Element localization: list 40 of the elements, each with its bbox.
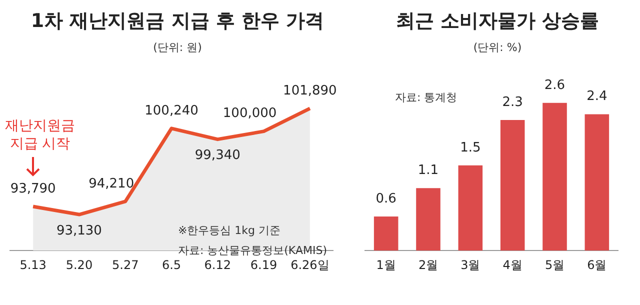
data-label: 1.5 xyxy=(460,140,481,156)
x-tick-label: 4월 xyxy=(502,258,522,272)
chart-subtitle: (단위: %) xyxy=(472,40,523,56)
chart-title: 최근 소비자물가 상승률 xyxy=(394,9,600,34)
data-label: 1.1 xyxy=(418,162,439,178)
annotation: 자료: 통계청 xyxy=(395,90,458,106)
annotation: 재난지원금 지급 시작 xyxy=(4,116,76,153)
bar xyxy=(500,120,525,251)
x-tick-label: 6.12 xyxy=(204,258,231,272)
x-tick-label: 5.20 xyxy=(66,258,93,272)
data-label: 93,130 xyxy=(56,223,102,238)
bar xyxy=(374,216,398,251)
data-label: 100,240 xyxy=(144,103,198,118)
x-tick-label: 6.26일 xyxy=(290,258,330,272)
chart-subtitle: (단위: 원) xyxy=(152,40,203,56)
data-label: 94,210 xyxy=(88,176,134,192)
bar xyxy=(458,165,483,251)
x-tick-label: 5월 xyxy=(544,258,565,272)
bar xyxy=(584,114,610,251)
bar xyxy=(542,102,567,251)
data-label: 2.4 xyxy=(586,89,608,104)
data-label: 0.6 xyxy=(376,191,396,206)
data-label: 101,890 xyxy=(283,83,337,98)
data-label: 100,000 xyxy=(222,106,277,122)
x-tick-label: 6월 xyxy=(587,258,607,272)
chart-title: 1차 재난지원금 지급 후 한우 가격 xyxy=(30,9,326,34)
bar xyxy=(416,188,440,251)
x-tick-label: 6.5 xyxy=(162,258,182,272)
x-tick-label: 5.27 xyxy=(112,258,139,272)
x-tick-label: 1월 xyxy=(376,258,396,272)
data-label: 2.6 xyxy=(544,78,566,93)
x-tick-label: 6.19 xyxy=(250,258,278,272)
annotation: 자료: 농산물유통정보(KAMIS) xyxy=(178,244,327,257)
data-label: 2.3 xyxy=(502,94,523,110)
data-label: 99,340 xyxy=(194,148,240,164)
x-tick-label: 2월 xyxy=(418,258,438,272)
data-label: 93,790 xyxy=(10,181,56,196)
annotation: ※한우등심 1kg 기준 xyxy=(178,223,282,239)
x-tick-label: 5.13 xyxy=(20,258,46,272)
x-tick-label: 3월 xyxy=(460,258,480,272)
